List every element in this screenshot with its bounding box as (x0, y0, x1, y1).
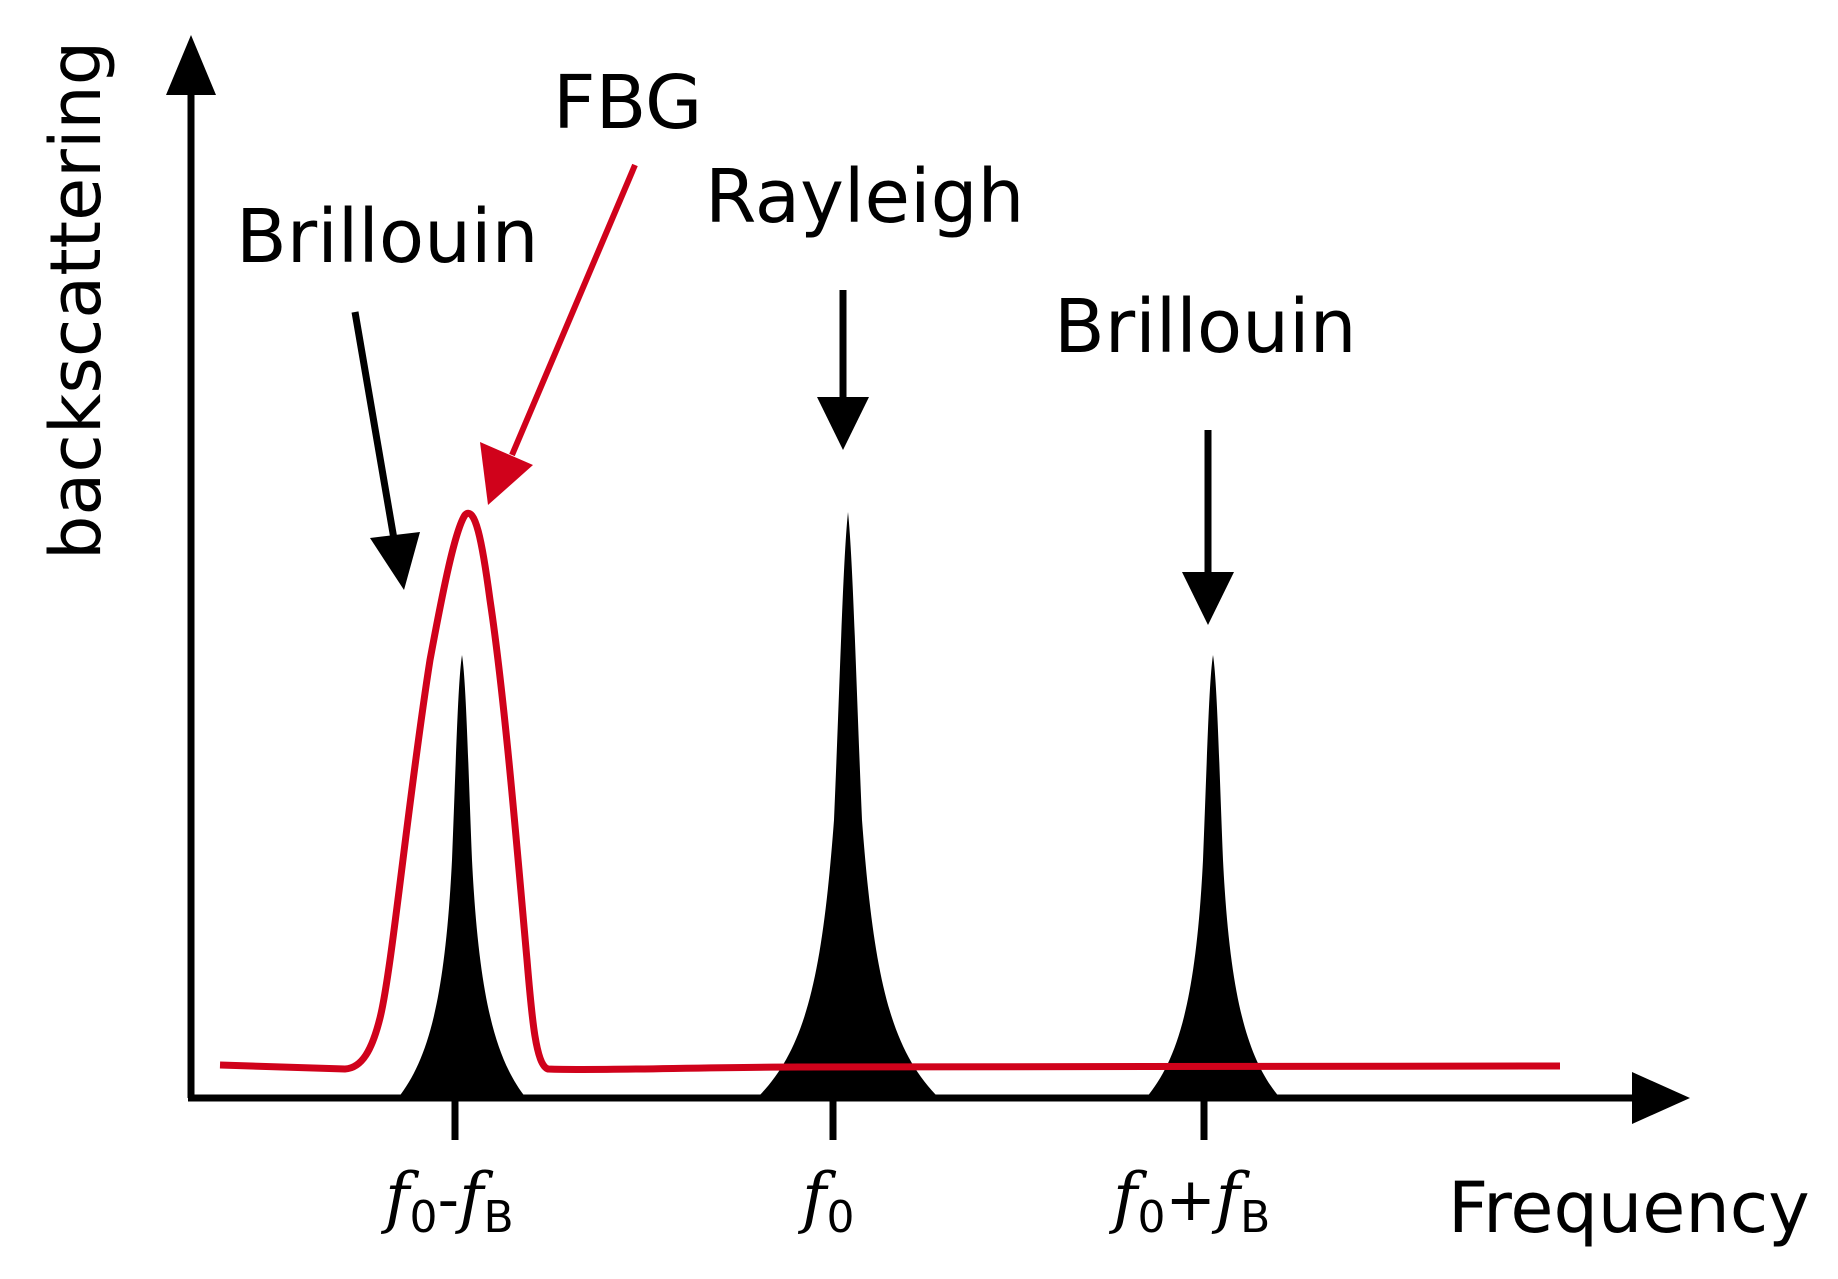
tick-label-stokes-term-sub: B (484, 1192, 514, 1243)
arrow-fbg-head (480, 442, 533, 505)
arrow-rayleigh (817, 290, 869, 450)
label-brillouin-left: Brillouin (236, 194, 539, 280)
arrow-fbg-shaft (509, 163, 638, 457)
arrow-brillouin-right-head (1182, 572, 1234, 625)
tick-label-stokes-op: - (437, 1165, 459, 1235)
tick-label-stokes: f0-fB (380, 1159, 514, 1243)
label-fbg: FBG (553, 60, 702, 146)
label-rayleigh: Rayleigh (705, 154, 1024, 240)
tick-label-antistokes-base-sub: 0 (1137, 1192, 1165, 1243)
y-axis (166, 35, 216, 1098)
arrow-fbg (480, 163, 638, 505)
tick-label-f0: f0 (797, 1159, 854, 1243)
peak-brillouin-stokes (398, 655, 526, 1098)
x-axis-arrowhead (1632, 1072, 1690, 1124)
tick-label-antistokes: f0+fB (1108, 1159, 1270, 1243)
y-axis-arrowhead (166, 35, 216, 95)
x-axis-title: Frequency (1448, 1167, 1810, 1249)
tick-label-f0-base-sub: 0 (826, 1192, 854, 1243)
arrow-brillouin-left-shaft (351, 311, 399, 546)
peak-brillouin-antistokes (1146, 655, 1280, 1098)
arrow-brillouin-left-head (370, 532, 420, 590)
tick-label-stokes-base-sub: 0 (409, 1192, 437, 1243)
tick-label-antistokes-term-sub: B (1240, 1192, 1270, 1243)
y-axis-title: backscattering (35, 41, 117, 560)
arrow-brillouin-right (1182, 430, 1234, 625)
peak-rayleigh (757, 512, 939, 1098)
tick-label-antistokes-op: + (1165, 1165, 1215, 1235)
label-brillouin-right: Brillouin (1054, 284, 1357, 370)
fbg-reflection-curve (219, 509, 1561, 1074)
arrow-brillouin-left (351, 311, 420, 590)
arrow-rayleigh-head (817, 397, 869, 450)
